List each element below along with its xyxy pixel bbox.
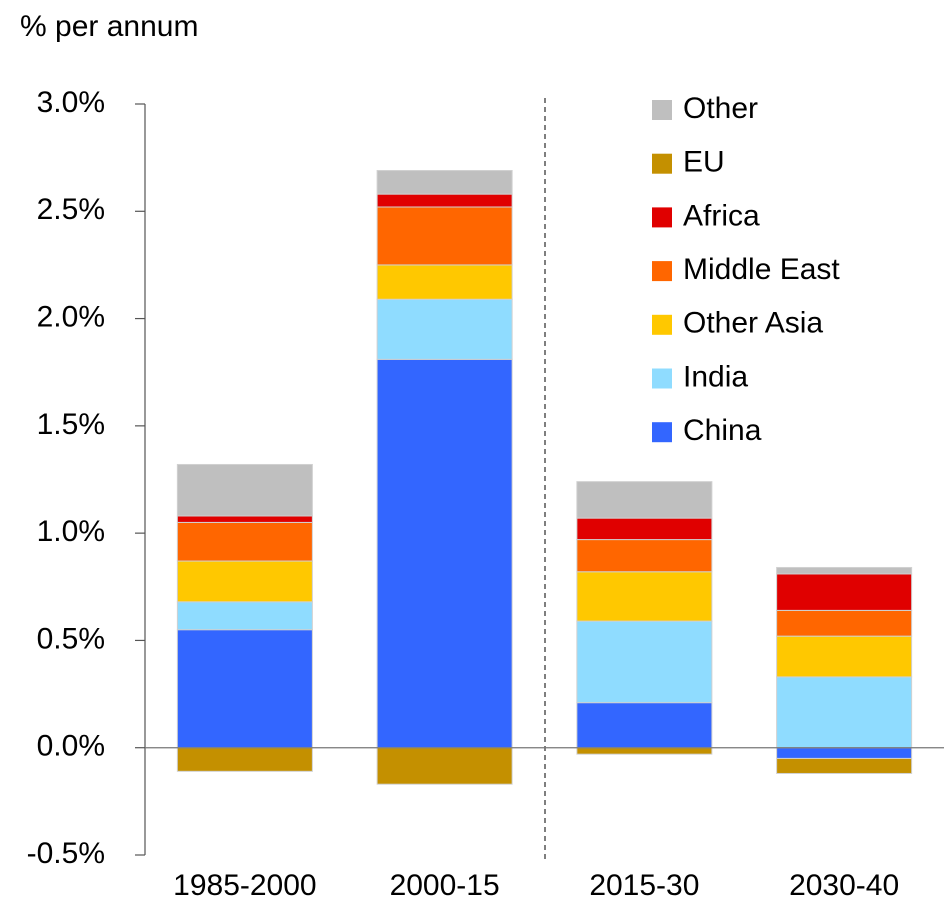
bar-segment — [176, 463, 313, 517]
bar-segment — [176, 521, 313, 562]
legend-label: China — [683, 414, 762, 447]
legend-label: India — [683, 360, 748, 393]
y-tick-label: 0.5% — [37, 622, 105, 655]
legend-swatch — [652, 314, 672, 335]
bar-segment — [776, 676, 913, 749]
bar-segment — [776, 747, 913, 759]
bar-segment — [576, 539, 713, 573]
bar-segment — [776, 573, 913, 611]
bar-segment — [176, 515, 313, 523]
x-tick-label: 2000-15 — [390, 869, 500, 902]
y-tick-label: 3.0% — [37, 86, 105, 119]
legend-swatch — [652, 100, 672, 120]
legend-swatch — [652, 207, 672, 228]
bar-segment — [376, 193, 513, 208]
bar-segment — [176, 747, 313, 772]
bar-segment — [776, 757, 913, 774]
bar-segment — [776, 609, 913, 637]
bar-segment — [376, 747, 513, 785]
legend-swatch — [652, 261, 672, 282]
legend-swatch — [652, 368, 672, 389]
bar-segment — [176, 601, 313, 631]
bar-segment — [376, 206, 513, 266]
legend-label: Other Asia — [683, 307, 823, 340]
legend-label: Other — [683, 92, 758, 125]
y-tick-label: 1.0% — [37, 515, 105, 548]
bar-segment — [776, 566, 913, 575]
x-tick-label: 2030-40 — [789, 869, 899, 902]
bar-segment — [576, 702, 713, 749]
bar-segment — [376, 358, 513, 749]
legend-label: Middle East — [683, 253, 840, 286]
legend-swatch — [652, 422, 672, 443]
bar-segment — [576, 571, 713, 622]
bar-segment — [376, 264, 513, 300]
bar-segment — [576, 517, 713, 541]
bar-segment — [576, 481, 713, 519]
bar-segment — [576, 620, 713, 704]
x-tick-label: 1985-2000 — [173, 869, 316, 902]
y-axis-label: % per annum — [20, 10, 198, 43]
y-tick-label: 1.5% — [37, 408, 105, 441]
bar-segment — [376, 298, 513, 360]
y-tick-label: -0.5% — [27, 837, 105, 870]
y-tick-label: 2.5% — [37, 193, 105, 226]
bar-segment — [776, 635, 913, 678]
legend-swatch — [652, 153, 672, 174]
x-tick-label: 2015-30 — [589, 869, 699, 902]
bar-segment — [176, 560, 313, 603]
bar-segment — [376, 170, 513, 195]
bar-segment — [576, 747, 713, 755]
legend-label: EU — [683, 146, 725, 179]
y-tick-label: 2.0% — [37, 300, 105, 333]
bar-segment — [176, 629, 313, 749]
y-tick-label: 0.0% — [37, 730, 105, 763]
legend-label: Africa — [683, 199, 760, 232]
